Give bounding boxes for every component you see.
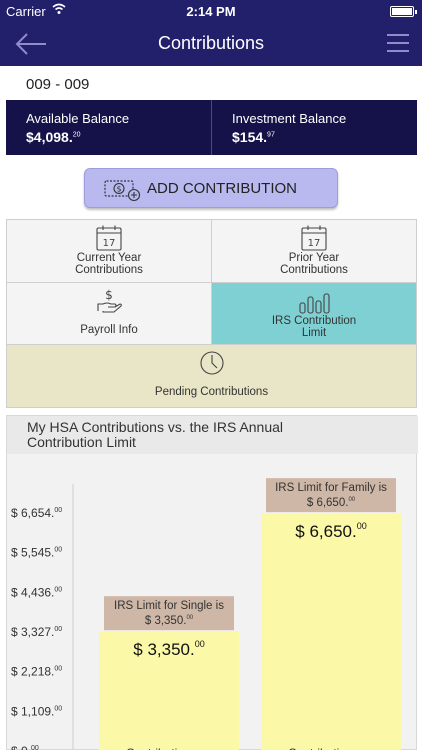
calendar-icon: 17 — [96, 225, 122, 251]
tab-payroll-info[interactable]: $ Payroll Info — [6, 282, 212, 345]
wifi-icon — [52, 3, 66, 14]
limit-label-box — [266, 478, 396, 513]
svg-text:$: $ — [116, 185, 121, 194]
battery-icon — [390, 6, 417, 17]
limit-label-box — [104, 596, 234, 631]
y-tick-label: $ 5,545.00 — [11, 546, 62, 560]
bar-value-label: $ 6,650.00 — [295, 521, 366, 541]
limit-label-line2: $ 3,350.00 — [145, 615, 194, 627]
limit-label-line2: $ 6,650.00 — [307, 497, 356, 509]
clock-time: 2:14 PM — [186, 4, 236, 19]
chart-bar — [99, 631, 239, 750]
money-plus-icon: $ — [104, 180, 141, 202]
investment-balance-label: Investment Balance — [232, 111, 347, 126]
tab-label: Contributions — [75, 264, 143, 276]
chart-plot: $ 0.00 $ 1,109.00 $ 2,218.00 $ 3,327.00 $ 4,… — [11, 478, 401, 750]
tab-label: Limit — [301, 327, 327, 339]
nav-bar: Contributions — [0, 22, 422, 66]
chart-bar — [261, 513, 401, 750]
y-tick-label: $ 1,109.00 — [11, 704, 62, 718]
tab-label: Payroll Info — [80, 324, 138, 336]
hamburger-menu-icon[interactable] — [386, 32, 410, 54]
hand-money-icon: $ — [97, 288, 122, 313]
bar-value-label: $ 3,350.00 — [133, 639, 204, 659]
limit-label-line1: IRS Limit for Family is — [275, 482, 387, 494]
tab-label: Current Year — [76, 252, 142, 264]
calendar-icon: 17 — [301, 225, 327, 251]
tab-current-year-contributions[interactable]: 17 Current Year Contributions — [6, 219, 212, 283]
x-category-label: Contributions vs — [288, 746, 374, 750]
investment-balance: Investment Balance $154.97 — [211, 100, 416, 155]
chart-title-line2: Contribution Limit — [27, 434, 136, 450]
y-tick-label: $ 2,218.00 — [11, 665, 62, 679]
page-title: Contributions — [157, 33, 265, 53]
status-bar: Carrier 2:14 PM — [0, 0, 422, 22]
available-balance-label: Available Balance — [26, 111, 130, 126]
add-contribution-button[interactable]: $ ADD CONTRIBUTION — [84, 168, 338, 208]
tab-pending-contributions[interactable]: Pending Contributions — [6, 344, 417, 408]
tab-prior-year-contributions[interactable]: 17 Prior Year Contributions — [211, 219, 417, 283]
account-id: 009 - 009 — [26, 76, 90, 93]
svg-text:17: 17 — [308, 238, 321, 249]
y-tick-label: $ 6,654.00 — [11, 506, 62, 520]
investment-balance-amount: $154.97 — [232, 129, 275, 145]
y-tick-label: $ 3,327.00 — [11, 625, 62, 639]
clock-icon — [199, 351, 224, 375]
y-tick-label: $ 0.00 — [11, 744, 39, 750]
available-balance: Available Balance $4,098.20 — [6, 100, 211, 155]
svg-text:17: 17 — [103, 238, 116, 249]
tab-label: Prior Year — [288, 252, 340, 264]
x-category-label: Contributions vs — [126, 746, 212, 750]
balance-bar: Available Balance $4,098.20 Investment B… — [6, 100, 417, 155]
tab-label: IRS Contribution — [271, 315, 357, 327]
available-balance-amount: $4,098.20 — [26, 129, 81, 145]
chart-title: My HSA Contributions vs. the IRS Annual … — [7, 416, 418, 454]
y-tick-label: $ 4,436.00 — [11, 585, 62, 599]
add-contribution-label: ADD CONTRIBUTION — [147, 180, 297, 197]
arrow-left-icon[interactable] — [14, 30, 48, 58]
limit-label-line1: IRS Limit for Single is — [114, 600, 224, 612]
tab-label: Contributions — [280, 264, 348, 276]
chart-title-line1: My HSA Contributions vs. the IRS Annual — [27, 419, 284, 435]
tab-irs-contribution-limit[interactable]: IRS Contribution Limit — [211, 282, 417, 345]
tab-label: Pending Contributions — [154, 386, 269, 398]
svg-text:$: $ — [105, 288, 113, 302]
carrier-label: Carrier — [6, 4, 46, 19]
contribution-limit-chart: My HSA Contributions vs. the IRS Annual … — [6, 415, 418, 750]
bar-chart-icon — [299, 293, 330, 314]
